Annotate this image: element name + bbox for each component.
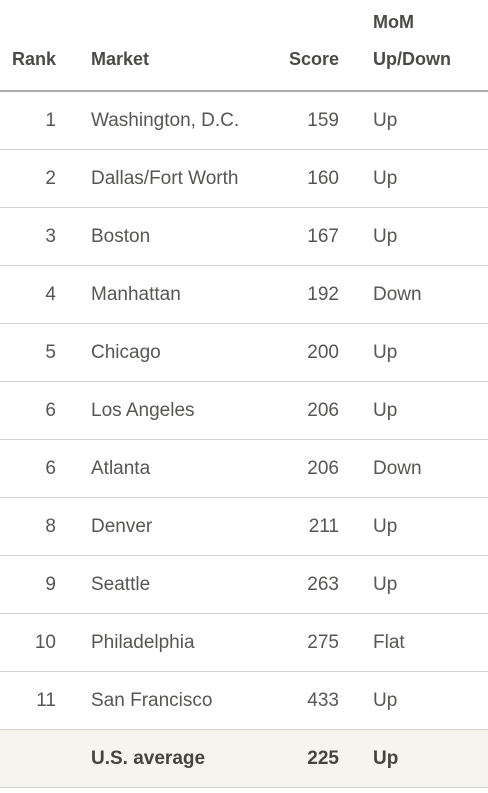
rank-header-label: Rank xyxy=(12,49,57,69)
mom-cell: Down xyxy=(373,439,488,498)
rank-cell: 2 xyxy=(0,149,91,208)
score-cell: 206 xyxy=(286,381,373,440)
market-cell: Dallas/Fort Worth xyxy=(91,149,286,208)
mom-cell: Up xyxy=(373,91,488,150)
average-row: U.S. average 225 Up xyxy=(0,729,488,788)
mom-cell: Up xyxy=(373,729,488,788)
market-cell: Los Angeles xyxy=(91,381,286,440)
rank-cell: 5 xyxy=(0,323,91,382)
mom-cell: Flat xyxy=(373,613,488,672)
market-cell: Chicago xyxy=(91,323,286,382)
mom-column-header: MoM Up/Down xyxy=(373,0,488,92)
score-header-label: Score xyxy=(288,49,339,69)
score-cell: 206 xyxy=(286,439,373,498)
market-column-header: Market xyxy=(91,0,286,92)
table-row: 4 Manhattan 192 Down xyxy=(0,265,488,324)
table-row: 10 Philadelphia 275 Flat xyxy=(0,613,488,672)
score-cell: 167 xyxy=(286,207,373,266)
table-row: 11 San Francisco 433 Up xyxy=(0,671,488,730)
table-body: 1 Washington, D.C. 159 Up 2 Dallas/Fort Worth… xyxy=(0,91,488,788)
mom-header-line1: MoM xyxy=(373,12,414,32)
table-row: 2 Dallas/Fort Worth 160 Up xyxy=(0,149,488,208)
rank-cell: 10 xyxy=(0,613,91,672)
score-cell: 211 xyxy=(286,497,373,556)
table-row: 9 Seattle 263 Up xyxy=(0,555,488,614)
table-row: 3 Boston 167 Up xyxy=(0,207,488,266)
market-header-label: Market xyxy=(91,49,150,69)
market-cell: Manhattan xyxy=(91,265,286,324)
score-cell: 263 xyxy=(286,555,373,614)
mom-cell: Up xyxy=(373,381,488,440)
market-cell: San Francisco xyxy=(91,671,286,730)
rank-cell: 6 xyxy=(0,439,91,498)
mom-cell: Up xyxy=(373,323,488,382)
score-cell: 433 xyxy=(286,671,373,730)
market-cell: Boston xyxy=(91,207,286,266)
mom-cell: Up xyxy=(373,207,488,266)
market-cell: U.S. average xyxy=(91,729,286,788)
table-row: 6 Los Angeles 206 Up xyxy=(0,381,488,440)
rank-column-header: Rank xyxy=(0,0,91,92)
table-row: 1 Washington, D.C. 159 Up xyxy=(0,91,488,150)
rank-cell: 9 xyxy=(0,555,91,614)
rank-cell: 4 xyxy=(0,265,91,324)
table-row: 5 Chicago 200 Up xyxy=(0,323,488,382)
table-header: Rank Market Score MoM Up/Down xyxy=(0,0,488,92)
rank-cell: 3 xyxy=(0,207,91,266)
score-cell: 200 xyxy=(286,323,373,382)
rank-cell: 1 xyxy=(0,91,91,150)
score-cell: 159 xyxy=(286,91,373,150)
market-cell: Denver xyxy=(91,497,286,556)
mom-cell: Up xyxy=(373,497,488,556)
mom-cell: Up xyxy=(373,149,488,208)
table-row: 6 Atlanta 206 Down xyxy=(0,439,488,498)
mom-cell: Down xyxy=(373,265,488,324)
score-column-header: Score xyxy=(286,0,373,92)
market-cell: Washington, D.C. xyxy=(91,91,286,150)
score-cell: 275 xyxy=(286,613,373,672)
rank-cell: 8 xyxy=(0,497,91,556)
rank-cell: 11 xyxy=(0,671,91,730)
mom-header-line2: Up/Down xyxy=(373,49,451,69)
rank-cell xyxy=(0,729,91,788)
score-cell: 225 xyxy=(286,729,373,788)
score-cell: 192 xyxy=(286,265,373,324)
header-row: Rank Market Score MoM Up/Down xyxy=(0,0,488,92)
mom-cell: Up xyxy=(373,555,488,614)
score-cell: 160 xyxy=(286,149,373,208)
table-row: 8 Denver 211 Up xyxy=(0,497,488,556)
market-cell: Philadelphia xyxy=(91,613,286,672)
market-cell: Seattle xyxy=(91,555,286,614)
rank-cell: 6 xyxy=(0,381,91,440)
mom-header-label: MoM Up/Down xyxy=(373,4,488,90)
market-cell: Atlanta xyxy=(91,439,286,498)
mom-cell: Up xyxy=(373,671,488,730)
